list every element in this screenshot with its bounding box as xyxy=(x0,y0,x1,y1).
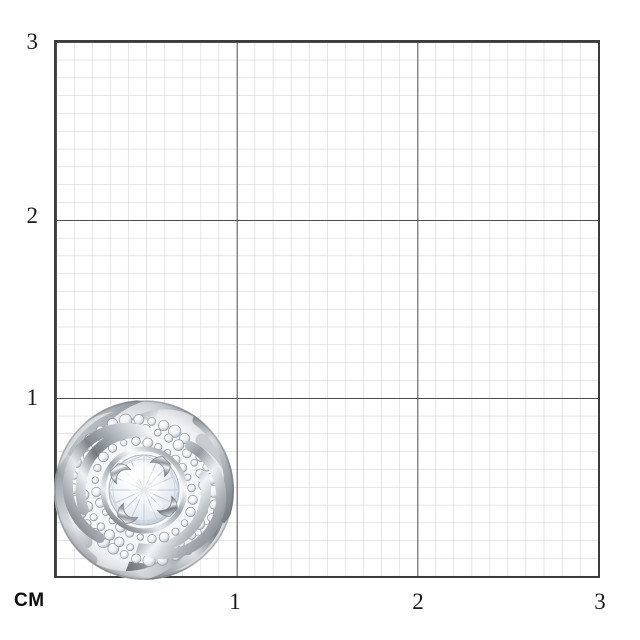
measurement-grid xyxy=(54,40,600,578)
grid-lines xyxy=(56,42,598,576)
y-axis-tick-3: 3 xyxy=(26,29,39,54)
x-axis-tick-3: 3 xyxy=(594,589,606,614)
y-axis-tick-1: 1 xyxy=(26,385,39,410)
x-axis-tick-2: 2 xyxy=(412,589,424,614)
unit-label-cm: CM xyxy=(14,590,45,611)
y-axis-tick-2: 2 xyxy=(26,203,39,228)
x-axis-tick-1: 1 xyxy=(229,589,241,614)
